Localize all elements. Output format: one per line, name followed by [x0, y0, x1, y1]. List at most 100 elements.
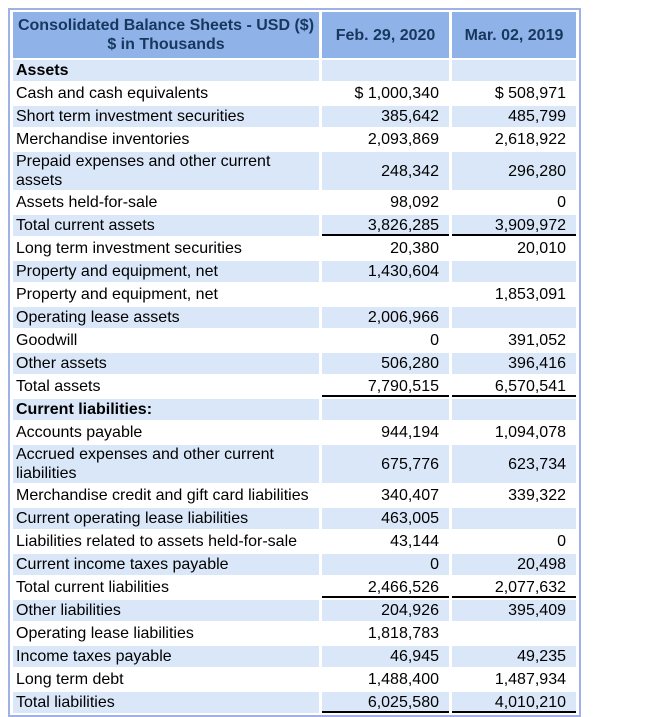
row-label: Property and equipment, net [13, 261, 319, 282]
value-cell-period-1: 0 [322, 330, 449, 351]
table-row: Accounts payable 944,194 1,094,078 [13, 422, 576, 443]
column-header-period-1: Feb. 29, 2020 [322, 12, 449, 58]
value-cell-period-2: 391,052 [452, 330, 576, 351]
table-body: Assets Cash and cash equivalents $ 1,000,3… [13, 60, 576, 713]
balance-sheet-table: Consolidated Balance Sheets - USD ($) $ … [8, 8, 581, 717]
table-row: Total current liabilities 2,466,526 2,077,… [13, 577, 576, 598]
table-row: Long term debt 1,488,400 1,487,934 [13, 669, 576, 690]
value-cell-period-1: 204,926 [322, 600, 449, 621]
row-label: Total assets [13, 376, 319, 397]
table-row: Current income taxes payable 0 20,498 [13, 554, 576, 575]
value-cell-period-2 [452, 399, 576, 420]
value-cell-period-1: 43,144 [322, 531, 449, 552]
value-cell-period-2: 623,734 [452, 445, 576, 483]
row-label: Total current liabilities [13, 577, 319, 598]
table-row: Liabilities related to assets held-for-s… [13, 531, 576, 552]
row-label: Long term debt [13, 669, 319, 690]
row-label: Merchandise inventories [13, 129, 319, 150]
row-label: Total current assets [13, 215, 319, 236]
table-title-cell: Consolidated Balance Sheets - USD ($) $ … [13, 12, 319, 58]
value-cell-period-1: 2,466,526 [322, 577, 449, 598]
row-label: Current liabilities: [13, 399, 319, 420]
value-cell-period-2 [452, 60, 576, 81]
value-cell-period-2: 3,909,972 [452, 215, 576, 236]
value-cell-period-1: 98,092 [322, 192, 449, 213]
table-row: Cash and cash equivalents $ 1,000,340 $ 50… [13, 83, 576, 104]
row-label: Cash and cash equivalents [13, 83, 319, 104]
row-label: Accrued expenses and other current liabi… [13, 445, 319, 483]
table-row: Prepaid expenses and other current asset… [13, 152, 576, 190]
value-cell-period-2: 20,010 [452, 238, 576, 259]
value-cell-period-2: 296,280 [452, 152, 576, 190]
table-row: Long term investment securities 20,380 20,… [13, 238, 576, 259]
row-label: Assets held-for-sale [13, 192, 319, 213]
value-cell-period-1 [322, 284, 449, 305]
section-header-row: Assets [13, 60, 576, 81]
value-cell-period-1: 340,407 [322, 485, 449, 506]
table-row: Operating lease liabilities 1,818,783 [13, 623, 576, 644]
column-header-period-2: Mar. 02, 2019 [452, 12, 576, 58]
table-row: Total liabilities 6,025,580 4,010,210 [13, 692, 576, 713]
value-cell-period-2: 1,853,091 [452, 284, 576, 305]
value-cell-period-2 [452, 307, 576, 328]
value-cell-period-2: 0 [452, 192, 576, 213]
row-label: Operating lease liabilities [13, 623, 319, 644]
value-cell-period-2: 20,498 [452, 554, 576, 575]
value-cell-period-2: 0 [452, 531, 576, 552]
value-cell-period-1: 2,006,966 [322, 307, 449, 328]
table-row: Income taxes payable 46,945 49,235 [13, 646, 576, 667]
row-label: Other liabilities [13, 600, 319, 621]
value-cell-period-1: 46,945 [322, 646, 449, 667]
table-title-line1: Consolidated Balance Sheets - USD ($) [17, 17, 315, 34]
value-cell-period-2: 395,409 [452, 600, 576, 621]
row-label: Current operating lease liabilities [13, 508, 319, 529]
table-title-line2: $ in Thousands [107, 36, 225, 53]
value-cell-period-1: 7,790,515 [322, 376, 449, 397]
value-cell-period-2: $ 508,971 [452, 83, 576, 104]
table-header: Consolidated Balance Sheets - USD ($) $ … [13, 12, 576, 58]
value-cell-period-2 [452, 508, 576, 529]
value-cell-period-2: 6,570,541 [452, 376, 576, 397]
value-cell-period-1: 944,194 [322, 422, 449, 443]
value-cell-period-1: 385,642 [322, 106, 449, 127]
row-label: Short term investment securities [13, 106, 319, 127]
value-cell-period-1: 675,776 [322, 445, 449, 483]
row-label: Long term investment securities [13, 238, 319, 259]
table-row: Short term investment securities 385,642 4… [13, 106, 576, 127]
value-cell-period-2: 2,077,632 [452, 577, 576, 598]
value-cell-period-1: 3,826,285 [322, 215, 449, 236]
table-row: Operating lease assets 2,006,966 [13, 307, 576, 328]
value-cell-period-2: 4,010,210 [452, 692, 576, 713]
row-label: Total liabilities [13, 692, 319, 713]
value-cell-period-1: 1,488,400 [322, 669, 449, 690]
value-cell-period-1: 506,280 [322, 353, 449, 374]
value-cell-period-2: 1,487,934 [452, 669, 576, 690]
row-label: Prepaid expenses and other current asset… [13, 152, 319, 190]
table-row: Current operating lease liabilities 463,0… [13, 508, 576, 529]
value-cell-period-1: 6,025,580 [322, 692, 449, 713]
row-label: Operating lease assets [13, 307, 319, 328]
row-label: Goodwill [13, 330, 319, 351]
value-cell-period-1: 2,093,869 [322, 129, 449, 150]
value-cell-period-2: 485,799 [452, 106, 576, 127]
value-cell-period-1: 20,380 [322, 238, 449, 259]
value-cell-period-2: 339,322 [452, 485, 576, 506]
table-row: Merchandise inventories 2,093,869 2,618,92… [13, 129, 576, 150]
row-label: Accounts payable [13, 422, 319, 443]
row-label: Merchandise credit and gift card liabili… [13, 485, 319, 506]
table-row: Other liabilities 204,926 395,409 [13, 600, 576, 621]
value-cell-period-1: 1,818,783 [322, 623, 449, 644]
table-row: Merchandise credit and gift card liabili… [13, 485, 576, 506]
value-cell-period-1: 463,005 [322, 508, 449, 529]
table-row: Goodwill 0 391,052 [13, 330, 576, 351]
value-cell-period-2: 49,235 [452, 646, 576, 667]
row-label: Current income taxes payable [13, 554, 319, 575]
row-label: Assets [13, 60, 319, 81]
value-cell-period-1 [322, 60, 449, 81]
table-row: Accrued expenses and other current liabi… [13, 445, 576, 483]
header-row: Consolidated Balance Sheets - USD ($) $ … [13, 12, 576, 58]
table-row: Property and equipment, net 1,430,604 [13, 261, 576, 282]
row-label: Property and equipment, net [13, 284, 319, 305]
value-cell-period-2: 396,416 [452, 353, 576, 374]
row-label: Liabilities related to assets held-for-s… [13, 531, 319, 552]
